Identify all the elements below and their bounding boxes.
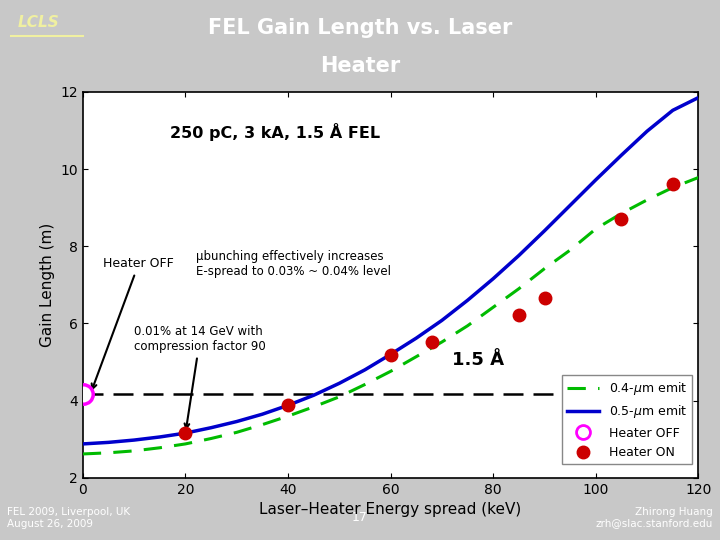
Text: 250 pC, 3 kA, 1.5 Å FEL: 250 pC, 3 kA, 1.5 Å FEL xyxy=(170,123,380,141)
Text: Heater OFF: Heater OFF xyxy=(91,257,174,389)
Y-axis label: Gain Length (m): Gain Length (m) xyxy=(40,222,55,347)
Text: 1.5 Å: 1.5 Å xyxy=(452,351,504,369)
Text: FEL Gain Length vs. Laser: FEL Gain Length vs. Laser xyxy=(208,18,512,38)
Text: FEL 2009, Liverpool, UK
August 26, 2009: FEL 2009, Liverpool, UK August 26, 2009 xyxy=(7,507,130,529)
Text: μbunching effectively increases
E-spread to 0.03% ~ 0.04% level: μbunching effectively increases E-spread… xyxy=(196,249,391,278)
Text: 17: 17 xyxy=(352,511,368,524)
Legend: 0.4-$\mu$m emit, 0.5-$\mu$m emit, Heater OFF, Heater ON: 0.4-$\mu$m emit, 0.5-$\mu$m emit, Heater… xyxy=(562,375,692,464)
Text: 0.01% at 14 GeV with
compression factor 90: 0.01% at 14 GeV with compression factor … xyxy=(134,325,266,428)
X-axis label: Laser–Heater Energy spread (keV): Laser–Heater Energy spread (keV) xyxy=(259,502,522,517)
Text: LCLS: LCLS xyxy=(18,15,60,30)
Text: Heater: Heater xyxy=(320,56,400,76)
Text: Zhirong Huang
zrh@slac.stanford.edu: Zhirong Huang zrh@slac.stanford.edu xyxy=(595,507,713,529)
